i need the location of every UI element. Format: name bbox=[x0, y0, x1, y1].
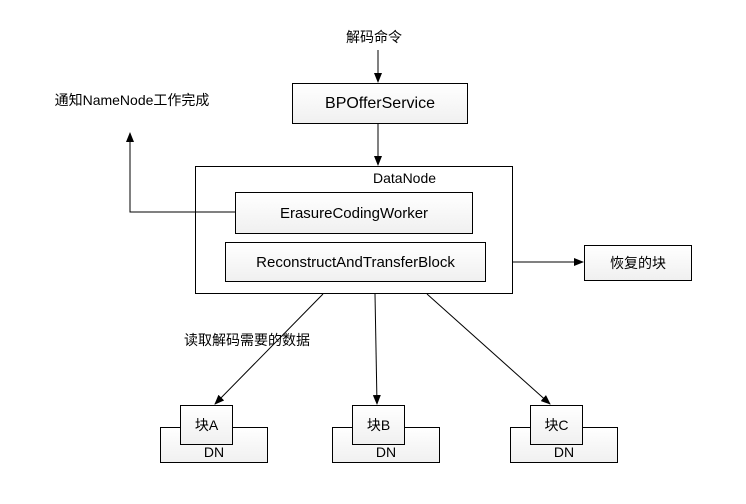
reconstruct-box: ReconstructAndTransferBlock bbox=[225, 242, 486, 282]
recovered-block-box: 恢复的块 bbox=[584, 245, 692, 281]
dn-b-label: DN bbox=[376, 444, 396, 460]
block-c-label: 块C bbox=[544, 415, 568, 435]
decode-command-label: 解码命令 bbox=[346, 27, 402, 47]
erasure-coding-worker-box: ErasureCodingWorker bbox=[235, 192, 473, 234]
dn-c-label: DN bbox=[554, 444, 574, 460]
block-c-box: 块C bbox=[530, 405, 583, 445]
bpoffer-service-box: BPOfferService bbox=[292, 83, 468, 124]
datanode-container-label: DataNode bbox=[373, 170, 436, 186]
block-a-box: 块A bbox=[180, 405, 233, 445]
bpoffer-service-label: BPOfferService bbox=[325, 95, 435, 113]
erasure-coding-worker-label: ErasureCodingWorker bbox=[280, 205, 428, 222]
notify-namenode-label: 通知NameNode工作完成 bbox=[52, 90, 212, 110]
reconstruct-label: ReconstructAndTransferBlock bbox=[256, 254, 455, 271]
block-b-box: 块B bbox=[352, 405, 405, 445]
block-a-label: 块A bbox=[195, 415, 218, 435]
edge-datanode-blockb bbox=[375, 294, 377, 404]
read-decode-data-label: 读取解码需要的数据 bbox=[184, 330, 310, 350]
edge-datanode-blockc bbox=[427, 294, 550, 404]
recovered-block-label: 恢复的块 bbox=[610, 253, 666, 273]
block-b-label: 块B bbox=[367, 415, 390, 435]
dn-a-label: DN bbox=[204, 444, 224, 460]
